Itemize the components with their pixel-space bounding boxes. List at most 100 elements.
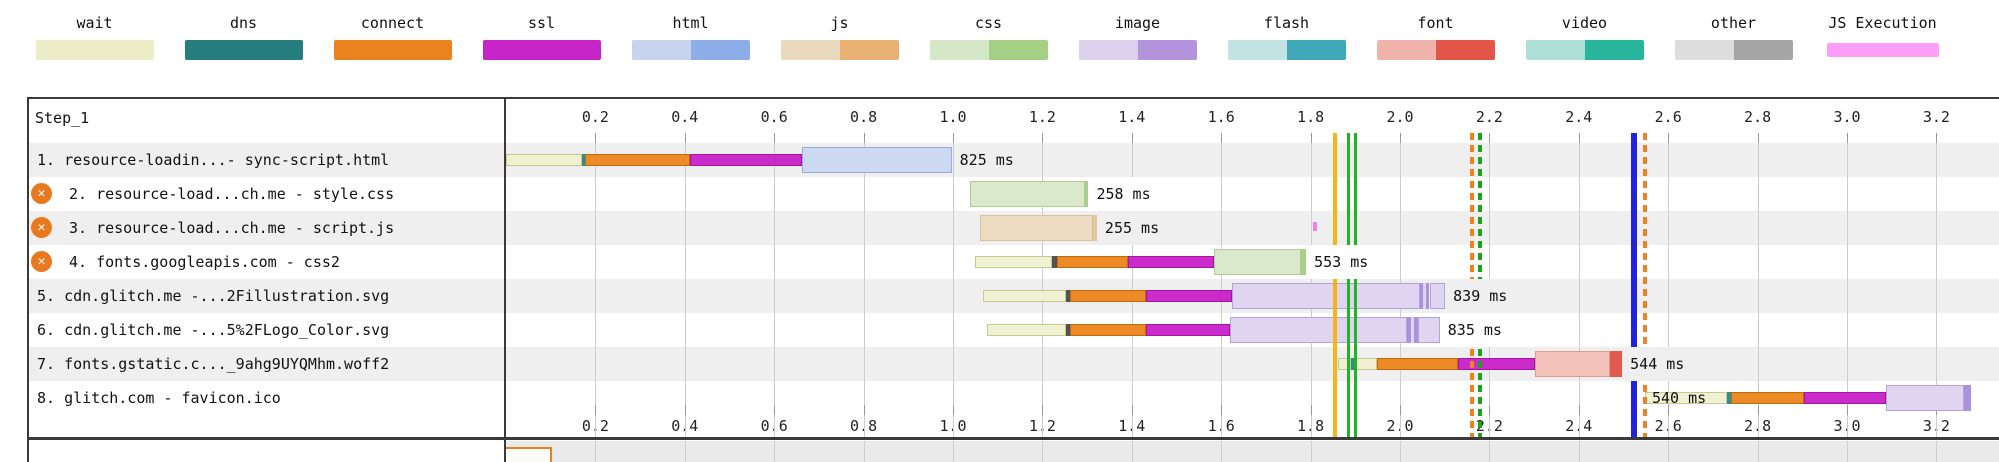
segment-html[interactable] <box>801 147 952 173</box>
axis-tick-bottom <box>595 405 597 415</box>
segment-css[interactable] <box>1213 249 1302 275</box>
gridline-next-section <box>684 441 686 462</box>
segment-connect[interactable] <box>1056 256 1129 268</box>
gridline-next-section <box>1310 441 1312 462</box>
segment-image[interactable] <box>1429 283 1446 309</box>
segment-css_dark[interactable] <box>1084 181 1089 207</box>
segment-wait[interactable] <box>974 256 1052 268</box>
segment-image[interactable] <box>1410 317 1415 343</box>
segment-dns[interactable] <box>1727 392 1731 404</box>
gridline-next-section <box>953 441 954 462</box>
gridline-next-section <box>1936 441 1938 462</box>
segment-js_dark[interactable] <box>1093 215 1097 241</box>
legend-label: flash <box>1263 14 1310 32</box>
segment-connect[interactable] <box>1069 290 1146 302</box>
duration-label: 835 ms <box>1444 313 1505 347</box>
gridline-next-section <box>1489 441 1491 462</box>
gridline-next-section <box>863 441 865 462</box>
segment-image_dark[interactable] <box>1419 283 1424 309</box>
segment-dns[interactable] <box>581 154 586 166</box>
segment-wait[interactable] <box>983 290 1067 302</box>
legend-swatch-font <box>1376 40 1495 60</box>
segment-dns[interactable] <box>1350 358 1354 370</box>
segment-connect[interactable] <box>1069 324 1146 336</box>
segment-font[interactable] <box>1534 351 1611 377</box>
segment-image[interactable] <box>1417 317 1440 343</box>
segment-css[interactable] <box>969 181 1085 207</box>
segment-dns_gray[interactable] <box>1051 256 1057 268</box>
legend-label: js <box>830 14 849 32</box>
axis-label-top: 2.2 <box>1475 108 1503 126</box>
pending-request-bar[interactable] <box>504 447 552 462</box>
legend-swatch-css <box>929 40 1048 60</box>
segment-ssl[interactable] <box>1145 290 1232 302</box>
segment-image[interactable] <box>1886 385 1965 411</box>
axis-tick-top <box>1668 133 1670 143</box>
first-paint-line <box>1333 133 1338 437</box>
axis-tick-bottom <box>1668 405 1670 415</box>
axis-tick-top <box>1131 133 1133 143</box>
legend-item-connect: connect <box>318 0 467 97</box>
document-complete-line <box>1631 133 1638 437</box>
segment-ssl[interactable] <box>1145 324 1231 336</box>
request-row-label[interactable]: 5. cdn.glitch.me -...2Fillustration.svg <box>37 287 390 305</box>
legend-swatch-flash <box>1227 40 1346 60</box>
duration-label: 825 ms <box>956 143 1017 177</box>
segment-wait[interactable] <box>986 324 1067 336</box>
gridline-next-section <box>774 441 776 462</box>
segment-connect[interactable] <box>1376 358 1458 370</box>
duration-label: 258 ms <box>1093 177 1154 211</box>
legend-label: dns <box>229 14 258 32</box>
segment-wait[interactable] <box>1353 358 1377 370</box>
request-row-label[interactable]: 2. resource-load...ch.me - style.css <box>69 185 395 203</box>
segment-ssl[interactable] <box>1803 392 1887 404</box>
segment-font_dark[interactable] <box>1610 351 1623 377</box>
axis-tick-bottom <box>953 405 954 415</box>
request-row-label[interactable]: 4. fonts.googleapis.com - css2 <box>69 253 340 271</box>
gridline-next-section <box>1131 441 1133 462</box>
request-row-label[interactable]: 6. cdn.glitch.me -...5%2FLogo_Color.svg <box>37 321 390 339</box>
gridline-next-section <box>1757 441 1759 462</box>
segment-ssl[interactable] <box>1128 256 1214 268</box>
segment-ssl[interactable] <box>690 154 802 166</box>
load-event-line <box>1642 133 1647 437</box>
request-row-label[interactable]: 8. glitch.com - favicon.ico <box>37 389 281 407</box>
axis-tick-top <box>1310 133 1312 143</box>
segment-dns_gray[interactable] <box>1066 290 1070 302</box>
segment-dns_gray[interactable] <box>1066 324 1070 336</box>
segment-connect[interactable] <box>1730 392 1804 404</box>
segment-image[interactable] <box>1423 283 1426 309</box>
legend-label: wait <box>76 14 113 32</box>
axis-label-top: 1.0 <box>939 108 967 126</box>
segment-image_dark[interactable] <box>1407 317 1411 343</box>
segment-image[interactable] <box>1231 283 1420 309</box>
axis-label-top: 1.8 <box>1297 108 1325 126</box>
table-border-left <box>27 97 29 462</box>
request-row-label[interactable]: 7. fonts.gstatic.c..._9ahg9UYQMhm.woff2 <box>37 355 390 373</box>
segment-image_dark[interactable] <box>1425 283 1430 309</box>
axis-tick-top <box>774 133 776 143</box>
segment-image[interactable] <box>1230 317 1408 343</box>
segment-image_dark[interactable] <box>1414 317 1418 343</box>
axis-label-top: 0.2 <box>581 108 609 126</box>
legend-item-other: other <box>1659 0 1808 97</box>
legend-item-flash: flash <box>1212 0 1361 97</box>
request-row-label[interactable]: 1. resource-loadin...- sync-script.html <box>37 151 390 169</box>
segment-wait[interactable] <box>506 154 582 166</box>
error-icon: ✕ <box>31 183 52 204</box>
segment-image_dark[interactable] <box>1964 385 1972 411</box>
gridline-next-section <box>1578 441 1580 462</box>
axis-label-top: 2.8 <box>1744 108 1772 126</box>
axis-label-top: 2.0 <box>1386 108 1414 126</box>
start-render-line-2 <box>1354 133 1358 437</box>
segment-css_dark[interactable] <box>1301 249 1307 275</box>
gridline-next-section <box>1400 441 1401 462</box>
segment-connect[interactable] <box>585 154 691 166</box>
segment-ssl[interactable] <box>1457 358 1535 370</box>
legend-label: css <box>974 14 1003 32</box>
segment-js[interactable] <box>979 215 1094 241</box>
request-row-label[interactable]: 3. resource-load...ch.me - script.js <box>69 219 395 237</box>
legend-label: other <box>1710 14 1757 32</box>
axis-label-top: 3.2 <box>1922 108 1950 126</box>
